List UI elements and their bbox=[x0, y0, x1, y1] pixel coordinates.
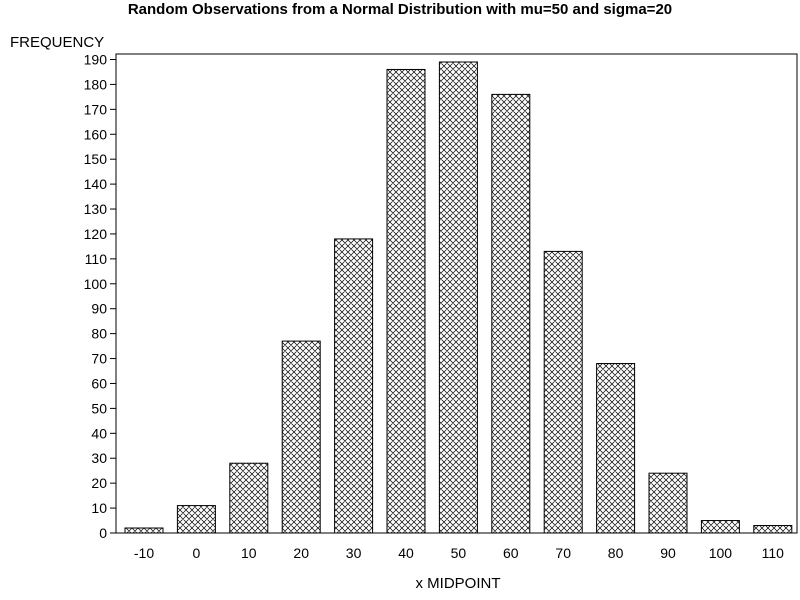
y-tick-label: 80 bbox=[91, 326, 107, 342]
bar bbox=[281, 340, 321, 534]
x-tick-label: -10 bbox=[134, 545, 154, 561]
y-tick-label: 190 bbox=[84, 52, 108, 68]
y-tick-label: 90 bbox=[91, 301, 107, 317]
bars bbox=[124, 61, 793, 534]
x-tick-label: 30 bbox=[346, 545, 362, 561]
bar bbox=[438, 61, 478, 534]
y-tick-label: 110 bbox=[85, 251, 108, 267]
chart-title: Random Observations from a Normal Distri… bbox=[128, 1, 672, 18]
y-tick-label: 50 bbox=[91, 400, 107, 416]
y-tick-label: 0 bbox=[99, 525, 107, 541]
y-tick-label: 60 bbox=[91, 375, 107, 391]
y-tick-label: 10 bbox=[91, 500, 107, 516]
x-tick-label: 50 bbox=[451, 545, 467, 561]
y-tick-label: 140 bbox=[84, 176, 108, 192]
x-tick-label: 20 bbox=[293, 545, 309, 561]
y-tick-label: 120 bbox=[84, 226, 108, 242]
bar bbox=[543, 250, 583, 534]
x-tick-label: 10 bbox=[241, 545, 257, 561]
y-tick-label: 170 bbox=[84, 101, 108, 117]
bar bbox=[229, 462, 269, 534]
y-tick-label: 150 bbox=[84, 151, 108, 167]
bar bbox=[753, 525, 793, 534]
bar bbox=[491, 93, 531, 534]
x-tick-label: 100 bbox=[709, 545, 733, 561]
bar bbox=[596, 363, 636, 534]
y-tick-label: 100 bbox=[84, 276, 108, 292]
y-tick-label: 180 bbox=[84, 76, 108, 92]
bar bbox=[124, 527, 164, 534]
x-tick-label: 40 bbox=[398, 545, 414, 561]
bar bbox=[334, 238, 374, 534]
bar bbox=[700, 520, 740, 534]
y-tick-label: 40 bbox=[91, 425, 107, 441]
x-tick-label: 110 bbox=[762, 545, 785, 561]
bar bbox=[648, 472, 688, 534]
y-tick-label: 20 bbox=[91, 475, 107, 491]
x-tick-label: 80 bbox=[608, 545, 624, 561]
x-tick-label: 60 bbox=[503, 545, 519, 561]
y-tick-label: 70 bbox=[91, 351, 107, 367]
x-tick-label: 0 bbox=[193, 545, 201, 561]
x-axis: -10 0 10 20 30 40 50 60 70 80 90 100 110 bbox=[134, 545, 784, 561]
bar bbox=[176, 505, 216, 534]
y-tick-label: 30 bbox=[91, 450, 107, 466]
y-axis-label: FREQUENCY bbox=[10, 34, 104, 51]
bar bbox=[386, 68, 426, 534]
y-axis: 0 10 20 30 40 50 60 70 80 90 100 110 120 130 140 150 160… bbox=[84, 52, 116, 541]
y-tick-label: 130 bbox=[84, 201, 108, 217]
y-tick-label: 160 bbox=[84, 126, 108, 142]
x-tick-label: 70 bbox=[555, 545, 571, 561]
x-tick-label: 90 bbox=[660, 545, 676, 561]
x-axis-label: x MIDPOINT bbox=[416, 575, 501, 592]
